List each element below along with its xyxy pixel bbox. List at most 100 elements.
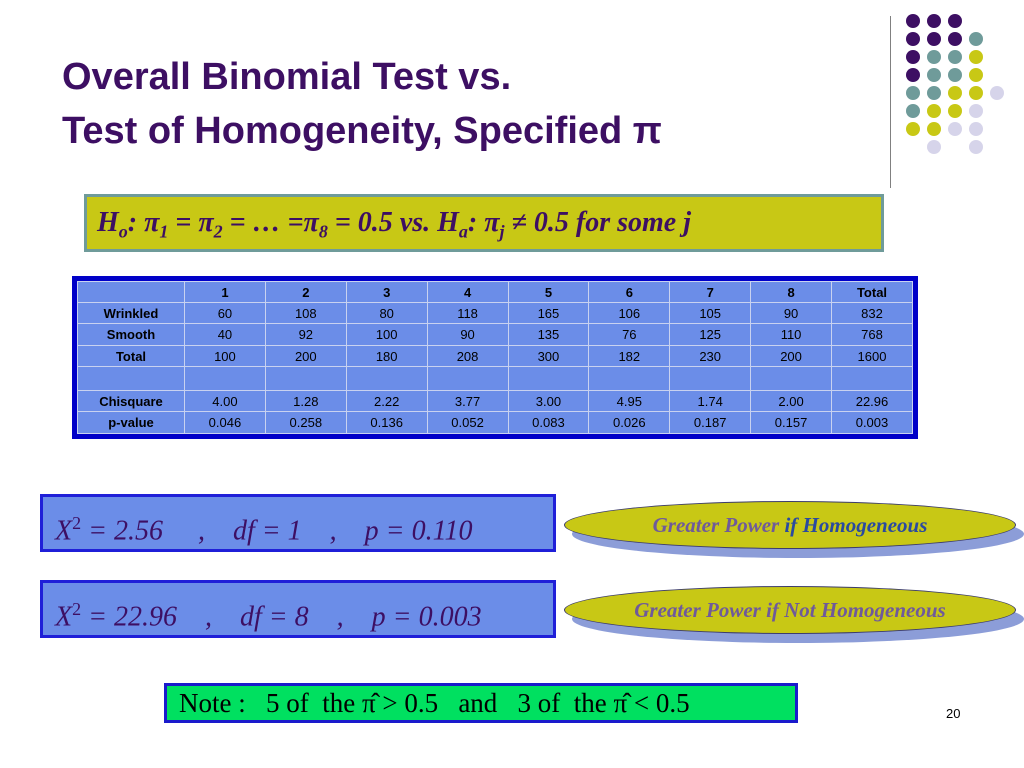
header-cell: 5 bbox=[507, 281, 590, 303]
table-row: p-value 0.046 0.258 0.136 0.052 0.083 0.… bbox=[77, 411, 913, 434]
note-box: Note : 5 of the π̂ > 0.5 and 3 of the π̂… bbox=[164, 683, 798, 723]
table-cell: 100 bbox=[345, 323, 428, 346]
table-cell bbox=[750, 366, 832, 391]
table-cell: 1.28 bbox=[264, 389, 347, 413]
h0-subscript: o bbox=[118, 221, 128, 242]
table-cell: 4.00 bbox=[184, 389, 266, 413]
table-row-blank bbox=[77, 366, 913, 391]
header-cell: 2 bbox=[264, 281, 347, 303]
table-cell: 0.026 bbox=[588, 411, 671, 434]
table-cell: 230 bbox=[669, 344, 752, 368]
decorative-dot bbox=[969, 86, 983, 100]
table-cell: 0.157 bbox=[750, 411, 832, 434]
decorative-dot bbox=[906, 104, 920, 118]
decorative-dot bbox=[948, 104, 962, 118]
header-cell: 3 bbox=[345, 281, 428, 303]
subscript: 8 bbox=[318, 221, 328, 242]
row-label: Chisquare bbox=[77, 389, 185, 413]
table-cell: 106 bbox=[588, 301, 671, 325]
table-cell: 118 bbox=[426, 301, 509, 325]
row-label: Smooth bbox=[77, 323, 185, 346]
table-cell: 105 bbox=[669, 301, 752, 325]
h0-text: = π bbox=[168, 207, 214, 238]
superscript: 2 bbox=[72, 599, 82, 619]
table-cell: 200 bbox=[264, 344, 347, 368]
h0-text: = 0.5 vs. H bbox=[327, 207, 459, 238]
table-cell: 92 bbox=[264, 323, 347, 346]
table-row: Smooth 40 92 100 90 135 76 125 110 768 bbox=[77, 323, 913, 346]
table-cell: 76 bbox=[588, 323, 671, 346]
decorative-dot bbox=[906, 68, 920, 82]
h0-label: H bbox=[97, 207, 119, 238]
ha-subscript: a bbox=[458, 221, 468, 242]
h0-text: = … =π bbox=[222, 207, 319, 238]
decorative-dot bbox=[927, 32, 941, 46]
decorative-dot bbox=[948, 14, 962, 28]
page-number: 20 bbox=[946, 706, 961, 721]
decorative-dot bbox=[927, 14, 941, 28]
decorative-dot bbox=[969, 140, 983, 154]
table-cell: 0.258 bbox=[264, 411, 347, 434]
decorative-dot bbox=[906, 86, 920, 100]
decorative-dot bbox=[969, 122, 983, 136]
decorative-dot bbox=[927, 104, 941, 118]
callout-text: Greater Power if Not Homogeneous bbox=[634, 598, 946, 622]
table-cell: 3.77 bbox=[426, 389, 509, 413]
decorative-dot bbox=[906, 50, 920, 64]
row-label: Wrinkled bbox=[77, 301, 185, 325]
table-cell bbox=[669, 366, 752, 391]
table-cell bbox=[831, 366, 913, 391]
table-cell: 0.083 bbox=[507, 411, 590, 434]
decorative-dot bbox=[948, 32, 962, 46]
title-line-2: Test of Homogeneity, Specified π bbox=[62, 110, 662, 152]
decorative-dot bbox=[927, 50, 941, 64]
table-cell: 300 bbox=[507, 344, 590, 368]
table-cell: 1.74 bbox=[669, 389, 752, 413]
subscript: j bbox=[499, 221, 505, 242]
row-label: Total bbox=[77, 344, 185, 368]
table-cell: 0.187 bbox=[669, 411, 752, 434]
superscript: 2 bbox=[72, 513, 82, 533]
table-cell: 182 bbox=[588, 344, 671, 368]
header-cell: Total bbox=[831, 281, 913, 303]
decorative-dot-grid bbox=[906, 14, 1018, 164]
header-cell: 4 bbox=[426, 281, 509, 303]
callout-highlight: if Homogeneous bbox=[784, 513, 928, 537]
table-row: Wrinkled 60 108 80 118 165 106 105 90 83… bbox=[77, 301, 913, 325]
decorative-dot bbox=[948, 68, 962, 82]
decorative-dot bbox=[906, 32, 920, 46]
decorative-dot bbox=[906, 122, 920, 136]
decorative-dot bbox=[906, 14, 920, 28]
table-cell: 135 bbox=[507, 323, 590, 346]
table-cell: 0.046 bbox=[184, 411, 266, 434]
table-cell: 165 bbox=[507, 301, 590, 325]
table-cell bbox=[426, 366, 509, 391]
callout-text: Greater Power bbox=[652, 513, 785, 537]
header-cell: 6 bbox=[588, 281, 671, 303]
table-cell: 2.22 bbox=[345, 389, 428, 413]
table-cell: 0.052 bbox=[426, 411, 509, 434]
header-cell: 8 bbox=[750, 281, 832, 303]
table-cell: 0.136 bbox=[345, 411, 428, 434]
table-cell: 90 bbox=[426, 323, 509, 346]
table-cell: 40 bbox=[184, 323, 266, 346]
table-cell: 180 bbox=[345, 344, 428, 368]
stat-text: = 22.96 , df = 8 , p = 0.003 bbox=[81, 601, 482, 633]
divider-line bbox=[890, 16, 891, 188]
decorative-dot bbox=[948, 86, 962, 100]
data-table-frame: 1 2 3 4 5 6 7 8 Total Wrinkled 60 108 80… bbox=[72, 276, 918, 439]
table-cell: 4.95 bbox=[588, 389, 671, 413]
decorative-dot bbox=[969, 32, 983, 46]
row-label: p-value bbox=[77, 411, 185, 434]
table-cell: 1600 bbox=[831, 344, 913, 368]
table-cell: 208 bbox=[426, 344, 509, 368]
slide-title: Overall Binomial Test vs. Test of Homoge… bbox=[62, 50, 662, 158]
decorative-dot bbox=[927, 86, 941, 100]
ha-text: : π bbox=[467, 207, 500, 238]
table-cell: 2.00 bbox=[750, 389, 832, 413]
ha-text: ≠ 0.5 for some j bbox=[504, 207, 692, 238]
decorative-dot bbox=[948, 122, 962, 136]
decorative-dot bbox=[927, 122, 941, 136]
note-text: Note : 5 of the π̂ > 0.5 and 3 of the π̂… bbox=[167, 686, 795, 720]
table-cell: 108 bbox=[264, 301, 347, 325]
